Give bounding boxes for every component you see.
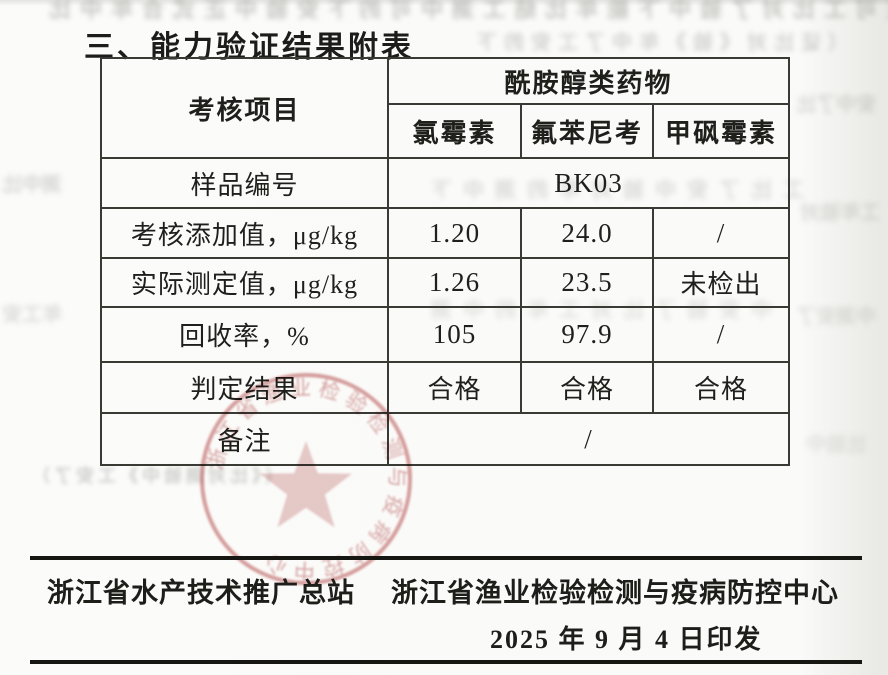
- cell-sample-id-label: 样品编号: [100, 157, 389, 209]
- bleed-through-text: 年工安: [2, 304, 62, 326]
- issue-date-line: 2025 年 9 月 4 日印发: [490, 625, 763, 654]
- cell-spiked-label: 考核添加值，μg/kg: [100, 207, 389, 259]
- cell-spiked-tap: /: [652, 207, 790, 259]
- cell-group-header: 酰胺醇类药物: [387, 57, 790, 105]
- bleed-through-text: 测中比: [2, 174, 62, 196]
- cell-measured-cap: 1.26: [387, 257, 522, 308]
- cell-judgement-tap: 合格: [652, 361, 790, 414]
- bleed-through-text: 工年验对: [800, 202, 880, 224]
- cell-recovery-cap: 105: [387, 306, 522, 363]
- proficiency-results-table: 考核项目 酰胺醇类药物 氯霉素 氟苯尼考 甲砜霉素 样品编号 BK03 考核添加…: [100, 57, 790, 466]
- cell-remarks-value: /: [387, 412, 790, 466]
- cell-recovery-tap: /: [652, 306, 790, 363]
- cell-recovery-label: 回收率，%: [100, 306, 389, 363]
- cell-sample-id-value: BK03: [387, 157, 790, 209]
- issuer-right: 浙江省渔业检验检测与疫病防控中心: [391, 578, 839, 608]
- bleed-through-text: （证比对《验》年中了工安的下: [470, 32, 848, 54]
- cell-corner-header: 考核项目: [100, 57, 389, 159]
- cell-judgement-label: 判定结果: [100, 361, 389, 414]
- footer-rule-bottom: [30, 660, 862, 664]
- cell-spiked-ffc: 24.0: [520, 207, 654, 259]
- cell-spiked-cap: 1.20: [387, 207, 522, 259]
- cell-measured-tap: 未检出: [652, 257, 790, 308]
- scan-edge-shadow: [0, 0, 888, 6]
- footer-rule-top: [30, 556, 862, 560]
- issuer-left: 浙江省水产技术推广总站: [47, 578, 355, 608]
- cell-judgement-ffc: 合格: [520, 361, 654, 414]
- bleed-through-text: 安中了比: [796, 94, 876, 116]
- issuer-line: 浙江省水产技术推广总站 浙江省渔业检验检测与疫病防控中心: [47, 571, 857, 610]
- bleed-through-text: 中测安了: [796, 306, 876, 328]
- bleed-through-text: 比验中: [806, 434, 866, 456]
- cell-drug-thiamphenicol: 甲砜霉素: [652, 103, 790, 159]
- cell-drug-chloramphenicol: 氯霉素: [387, 103, 522, 159]
- cell-remarks-label: 备注: [100, 412, 389, 466]
- cell-judgement-cap: 合格: [387, 361, 522, 414]
- cell-measured-label: 实际测定值，μg/kg: [100, 257, 389, 308]
- cell-measured-ffc: 23.5: [520, 257, 654, 308]
- cell-drug-florfenicol: 氟苯尼考: [520, 103, 654, 159]
- cell-recovery-ffc: 97.9: [520, 306, 654, 363]
